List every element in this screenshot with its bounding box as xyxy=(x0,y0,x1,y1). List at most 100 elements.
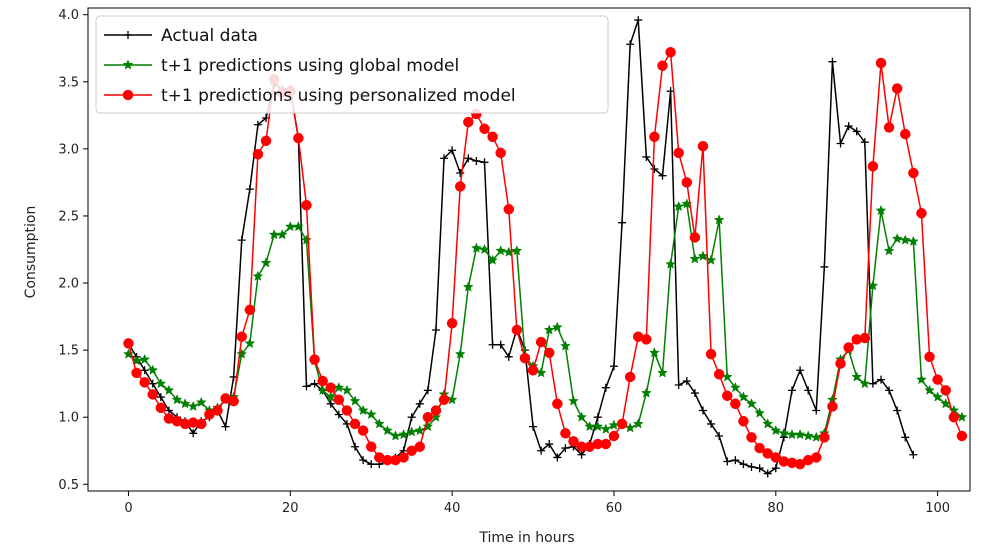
global-model-point xyxy=(171,394,183,405)
personalized-model-point xyxy=(446,318,458,329)
personalized-model-point xyxy=(495,147,506,159)
personalized-model-point xyxy=(875,57,887,69)
actual-data-point xyxy=(804,386,813,395)
actual-data-point xyxy=(545,440,554,449)
global-model-point xyxy=(260,257,272,268)
actual-data-point xyxy=(456,169,465,178)
actual-data-point xyxy=(148,379,157,388)
legend-label: t+1 predictions using personalized model xyxy=(161,86,516,106)
personalized-model-point xyxy=(673,147,684,159)
actual-data-point xyxy=(359,456,368,465)
global-model-point xyxy=(139,353,151,365)
legend-item-personalized-model: t+1 predictions using personalized model xyxy=(104,86,516,106)
personalized-model-point xyxy=(543,347,555,359)
personalized-model-point xyxy=(365,441,377,452)
global-model-point xyxy=(770,424,782,436)
personalized-model-point xyxy=(463,116,474,128)
actual-data-point xyxy=(715,431,724,440)
personalized-model-point xyxy=(317,375,328,387)
global-model-point xyxy=(632,418,644,429)
actual-data-point xyxy=(658,171,667,180)
x-tick-label: 0 xyxy=(124,501,132,516)
personalized-model-point xyxy=(357,425,369,436)
actual-data-point xyxy=(593,413,602,422)
actual-data-point xyxy=(674,381,683,390)
personalized-model-point xyxy=(665,47,676,58)
personalized-model-point xyxy=(155,402,167,414)
personalized-model-point xyxy=(681,177,693,188)
legend-swatch-marker xyxy=(122,89,134,101)
actual-data-point xyxy=(796,366,805,375)
personalized-model-point xyxy=(649,131,660,143)
actual-data-point xyxy=(342,419,351,428)
y-tick-label: 2.0 xyxy=(58,277,79,292)
plot-frame xyxy=(87,7,971,492)
personalized-model-point xyxy=(940,385,951,396)
global-model-point xyxy=(301,234,312,245)
personalized-model-point xyxy=(527,365,539,376)
actual-data-point xyxy=(901,433,910,442)
personalized-model-point xyxy=(519,352,531,364)
personalized-model-point xyxy=(746,432,757,443)
personalized-model-point xyxy=(212,405,223,416)
global-model-point xyxy=(341,384,353,395)
actual-data-point xyxy=(504,352,513,361)
personalized-model-point xyxy=(883,122,895,133)
personalized-model-point xyxy=(900,128,911,140)
actual-data-point xyxy=(140,366,149,375)
global-model-point xyxy=(665,258,676,269)
actual-data-point xyxy=(367,460,376,469)
personalized-model-point xyxy=(260,135,272,147)
global-model-point xyxy=(471,242,482,253)
global-model-point xyxy=(373,418,385,429)
actual-data-point xyxy=(537,446,546,455)
actual-data-line xyxy=(127,19,915,475)
actual-data-point xyxy=(415,399,424,408)
global-model-point xyxy=(916,373,927,385)
personalized-model-point xyxy=(301,199,312,211)
actual-data-point xyxy=(496,340,505,349)
actual-data-point xyxy=(682,376,691,385)
personalized-model-point xyxy=(560,428,571,439)
legend-label: t+1 predictions using global model xyxy=(161,56,459,76)
actual-data-point xyxy=(253,120,262,129)
personalized-model-point xyxy=(811,452,822,463)
actual-data-point xyxy=(650,165,659,173)
personalized-model-point xyxy=(827,401,838,412)
personalized-model-point xyxy=(244,304,256,316)
actual-data-point xyxy=(707,419,716,428)
actual-data-point xyxy=(351,442,360,451)
global-model-point xyxy=(244,337,256,349)
actual-data-point xyxy=(634,16,643,25)
actual-data-point xyxy=(472,156,481,165)
x-tick-label: 40 xyxy=(444,501,461,516)
x-axis-title: Time in hours xyxy=(478,530,574,546)
global-model-point xyxy=(479,243,490,255)
global-model-point xyxy=(487,254,498,265)
y-tick-label: 3.5 xyxy=(58,75,79,90)
actual-data-point xyxy=(609,362,618,371)
personalized-model-point xyxy=(479,123,490,134)
global-model-point xyxy=(600,423,612,434)
actual-data-point xyxy=(723,457,732,466)
actual-data-point xyxy=(893,406,902,415)
y-tick-label: 1.0 xyxy=(58,411,79,426)
actual-data-point xyxy=(529,422,538,431)
global-model-point xyxy=(551,321,563,332)
actual-data-point xyxy=(690,389,699,398)
global-model-point xyxy=(179,398,191,409)
actual-data-point xyxy=(156,393,165,402)
actual-data-point xyxy=(771,464,780,473)
global-model-point xyxy=(236,348,248,359)
personalized-model-point xyxy=(196,418,207,430)
personalized-model-point xyxy=(430,405,442,416)
global-model-point xyxy=(511,245,523,256)
legend-swatch-marker xyxy=(122,59,134,70)
actual-data-point xyxy=(876,375,885,384)
personalized-model-point xyxy=(503,204,515,215)
personalized-model-point xyxy=(738,415,749,427)
actual-data-point xyxy=(698,406,707,415)
actual-data-point xyxy=(440,154,449,163)
personalized-model-point xyxy=(721,390,733,401)
global-model-point xyxy=(754,407,766,418)
